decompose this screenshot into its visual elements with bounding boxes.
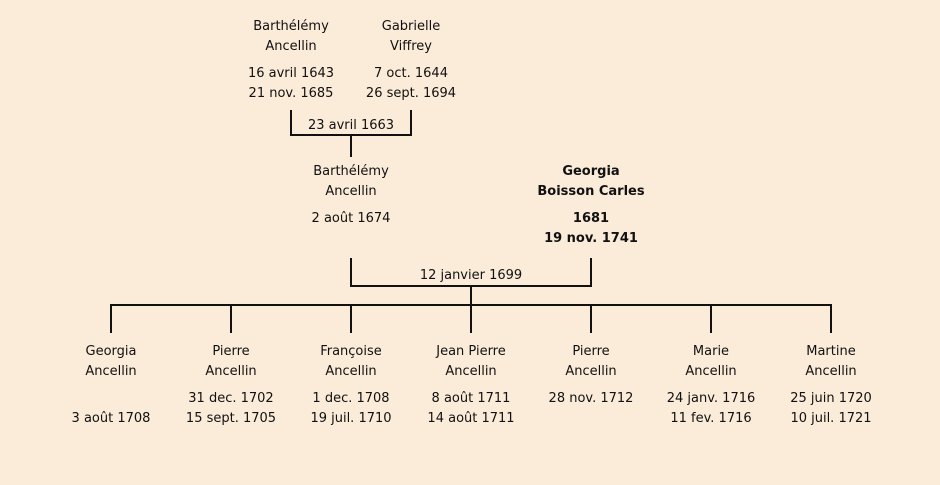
person-birth-date: 31 dec. 1702 bbox=[188, 391, 274, 406]
person-birth-date: 28 nov. 1712 bbox=[548, 391, 634, 406]
person-birth-date: 8 août 1711 bbox=[431, 391, 511, 406]
person-death-date: 10 juil. 1721 bbox=[790, 411, 872, 426]
person-last-name: Ancellin bbox=[445, 364, 497, 379]
person-first-name: Gabrielle bbox=[381, 19, 441, 34]
person-death-date: 21 nov. 1685 bbox=[248, 86, 334, 101]
person-birth-date: 24 janv. 1716 bbox=[666, 391, 756, 406]
parents-marriage-date: 12 janvier 1699 bbox=[419, 268, 523, 283]
child-card: Pierre Ancellin 31 dec. 1702 15 sept. 17… bbox=[161, 342, 301, 429]
person-death-date: 14 août 1711 bbox=[427, 411, 515, 426]
child-card: Martine Ancellin 25 juin 1720 10 juil. 1… bbox=[761, 342, 901, 429]
person-last-name: Ancellin bbox=[265, 39, 317, 54]
child-card: Pierre Ancellin 28 nov. 1712 bbox=[521, 342, 661, 429]
person-birth-date: 25 juin 1720 bbox=[790, 391, 872, 406]
person-last-name: Viffrey bbox=[390, 39, 432, 54]
person-first-name: Georgia bbox=[562, 164, 620, 179]
person-last-name: Ancellin bbox=[325, 184, 377, 199]
person-death-date: 26 sept. 1694 bbox=[365, 86, 457, 101]
person-birth-date: 1 dec. 1708 bbox=[312, 391, 390, 406]
person-death-date bbox=[521, 409, 661, 429]
person-birth-date: 7 oct. 1644 bbox=[374, 66, 448, 81]
person-death-date: 19 nov. 1741 bbox=[544, 231, 638, 246]
person-last-name: Boisson Carles bbox=[537, 184, 645, 199]
grandfather-card: Barthélémy Ancellin 16 avril 1643 21 nov… bbox=[221, 17, 361, 104]
person-first-name: Marie bbox=[692, 344, 730, 359]
person-birth-date: 1681 bbox=[572, 211, 610, 226]
person-birth-date bbox=[41, 389, 181, 409]
person-birth-date: 2 août 1674 bbox=[311, 211, 391, 226]
person-death-date: 15 sept. 1705 bbox=[185, 411, 277, 426]
person-last-name: Ancellin bbox=[325, 364, 377, 379]
child-card: Marie Ancellin 24 janv. 1716 11 fev. 171… bbox=[641, 342, 781, 429]
person-death-date bbox=[281, 229, 421, 249]
grandparents-marriage-date: 23 avril 1663 bbox=[307, 118, 395, 133]
grandmother-card: Gabrielle Viffrey 7 oct. 1644 26 sept. 1… bbox=[341, 17, 481, 104]
person-birth-date: 16 avril 1643 bbox=[247, 66, 335, 81]
person-last-name: Ancellin bbox=[685, 364, 737, 379]
child-card: Georgia Ancellin 3 août 1708 bbox=[41, 342, 181, 429]
person-first-name: Pierre bbox=[572, 344, 610, 359]
person-death-date: 3 août 1708 bbox=[71, 411, 151, 426]
person-last-name: Ancellin bbox=[565, 364, 617, 379]
person-first-name: Barthélémy bbox=[313, 164, 389, 179]
child-card: Jean Pierre Ancellin 8 août 1711 14 août… bbox=[401, 342, 541, 429]
person-first-name: Jean Pierre bbox=[436, 344, 506, 359]
mother-card: Georgia Boisson Carles 1681 19 nov. 1741 bbox=[521, 162, 661, 249]
child-card: Françoise Ancellin 1 dec. 1708 19 juil. … bbox=[281, 342, 421, 429]
person-last-name: Ancellin bbox=[805, 364, 857, 379]
person-death-date: 11 fev. 1716 bbox=[670, 411, 752, 426]
person-first-name: Barthélémy bbox=[253, 19, 329, 34]
person-first-name: Pierre bbox=[212, 344, 250, 359]
person-death-date: 19 juil. 1710 bbox=[310, 411, 392, 426]
person-last-name: Ancellin bbox=[85, 364, 137, 379]
person-last-name: Ancellin bbox=[205, 364, 257, 379]
person-first-name: Martine bbox=[806, 344, 856, 359]
person-first-name: Françoise bbox=[320, 344, 382, 359]
person-first-name: Georgia bbox=[85, 344, 137, 359]
father-card: Barthélémy Ancellin 2 août 1674 bbox=[281, 162, 421, 249]
